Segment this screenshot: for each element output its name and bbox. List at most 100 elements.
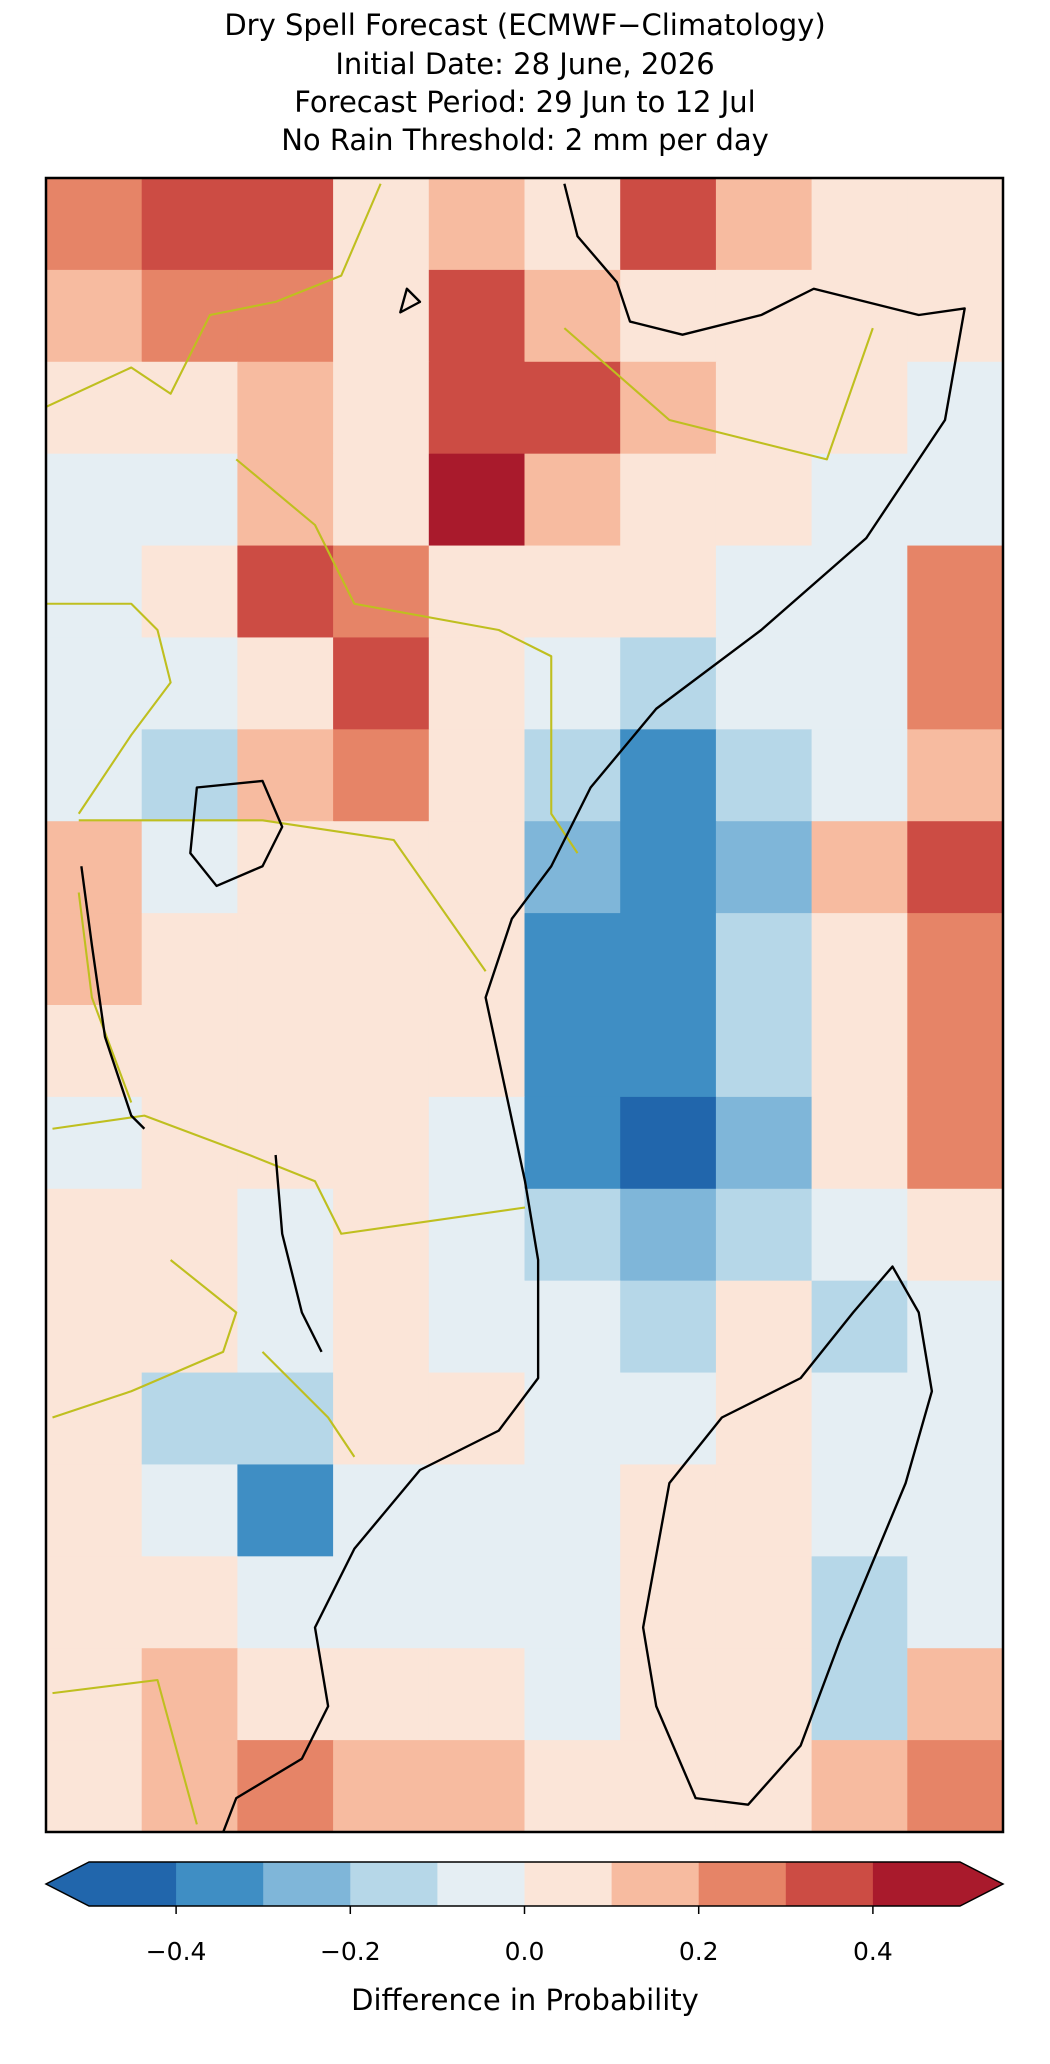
cell <box>333 821 430 914</box>
cell <box>428 1648 525 1741</box>
cell <box>141 1280 238 1374</box>
colorbar-bin <box>524 1862 613 1906</box>
cell <box>907 1188 1003 1282</box>
cell <box>620 545 717 638</box>
cell <box>333 269 430 363</box>
cell <box>46 1464 143 1557</box>
cell <box>715 1096 813 1190</box>
cell <box>620 1556 717 1649</box>
cell <box>141 178 238 271</box>
cell <box>907 545 1003 638</box>
cell <box>333 361 430 455</box>
cell <box>524 1096 621 1190</box>
cell <box>811 637 908 730</box>
cell <box>333 1556 430 1649</box>
cell <box>428 453 525 547</box>
cell <box>46 1096 143 1190</box>
cell <box>524 1005 621 1098</box>
cell <box>811 1280 908 1374</box>
map-frame <box>44 176 1005 1834</box>
cell <box>524 1464 621 1557</box>
cell <box>811 453 908 547</box>
cell <box>907 269 1003 363</box>
cell <box>141 821 238 914</box>
cell <box>141 1096 238 1190</box>
cell <box>524 545 621 638</box>
cell <box>237 637 334 730</box>
cell <box>524 1556 621 1649</box>
cell <box>46 1188 143 1282</box>
cell <box>811 1005 908 1098</box>
colorbar-tick-label: 0.2 <box>679 1937 719 1966</box>
cell <box>715 1556 813 1649</box>
cell <box>524 913 621 1006</box>
cell <box>715 1372 813 1465</box>
cell <box>428 178 525 271</box>
cell <box>811 1556 908 1649</box>
cell <box>141 361 238 455</box>
cell <box>46 1005 143 1098</box>
cell <box>620 361 717 455</box>
cell <box>524 1372 621 1465</box>
cell <box>428 1096 525 1190</box>
cell <box>620 1188 717 1282</box>
cell <box>524 1648 621 1741</box>
cell <box>333 178 430 271</box>
colorbar-outline <box>44 1861 1005 1907</box>
cell <box>333 913 430 1006</box>
cell <box>428 1188 525 1282</box>
cell <box>811 178 908 271</box>
cell <box>524 729 621 822</box>
cell <box>428 1556 525 1649</box>
cell <box>907 178 1003 271</box>
cell <box>237 1556 334 1649</box>
cell <box>715 1005 813 1098</box>
cell <box>620 269 717 363</box>
cell <box>907 1556 1003 1649</box>
cell <box>620 821 717 914</box>
cell <box>811 913 908 1006</box>
cell <box>715 361 813 455</box>
cell <box>907 729 1003 822</box>
colorbar-bin <box>611 1862 700 1906</box>
colorbar-bin <box>176 1862 264 1906</box>
cell <box>428 545 525 638</box>
coastline <box>80 183 966 1832</box>
cell <box>333 1005 430 1098</box>
cell <box>907 913 1003 1006</box>
cell <box>237 821 334 914</box>
cell <box>46 1372 143 1465</box>
cell <box>907 1648 1003 1741</box>
cell <box>620 637 717 730</box>
cell <box>333 1740 430 1832</box>
cell <box>46 729 143 822</box>
cell <box>715 545 813 638</box>
colorbar-tick-label: −0.4 <box>146 1937 207 1966</box>
cell <box>811 269 908 363</box>
cell <box>237 1280 334 1374</box>
cell <box>811 1372 908 1465</box>
cell <box>428 1280 525 1374</box>
cell <box>237 729 334 822</box>
cell <box>715 178 813 271</box>
cell <box>141 1648 238 1741</box>
cell <box>907 821 1003 914</box>
cell <box>907 1096 1003 1190</box>
title-line: Dry Spell Forecast (ECMWF−Climatology) <box>224 8 825 42</box>
cell <box>46 178 143 271</box>
title-line: Initial Date: 28 June, 2026 <box>335 47 714 81</box>
cell <box>907 1740 1003 1832</box>
cell <box>237 1740 334 1832</box>
cell <box>333 1372 430 1465</box>
cell <box>141 1188 238 1282</box>
colorbar-extend <box>46 1862 89 1906</box>
cell <box>333 1188 430 1282</box>
cell <box>907 1464 1003 1557</box>
cell <box>141 1740 238 1832</box>
cell <box>46 1648 143 1741</box>
cell <box>907 1372 1003 1465</box>
cell <box>811 545 908 638</box>
cell <box>524 361 621 455</box>
